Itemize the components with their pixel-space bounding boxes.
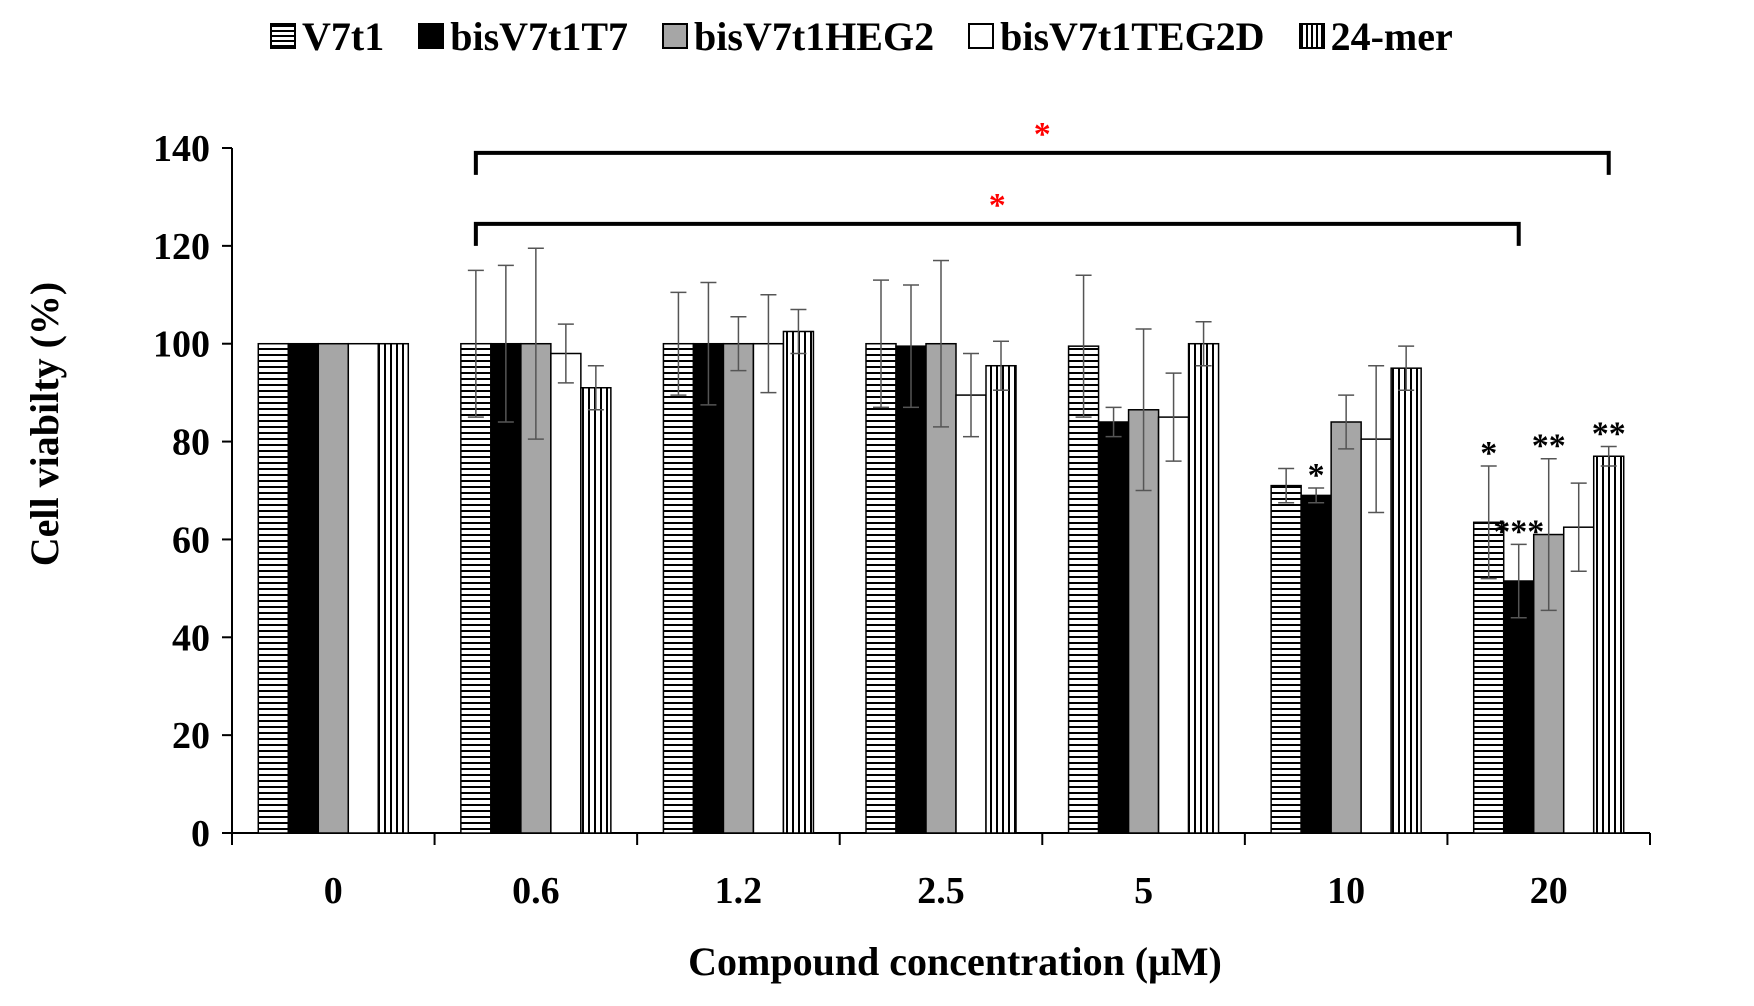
legend-item-24-mer: 24-mer <box>1298 13 1453 60</box>
bar-24-mer <box>782 330 815 834</box>
x-tick-label: 2.5 <box>917 870 965 912</box>
bar-bisv7t1t7 <box>1097 421 1130 834</box>
legend-label-v7t1: V7t1 <box>302 13 385 59</box>
y-tick-label: 0 <box>191 813 210 855</box>
legend-item-v7t1: V7t1 <box>270 13 384 60</box>
y-tick-label: 20 <box>172 715 210 757</box>
bar-v7t1 <box>662 342 695 834</box>
significance-annotations: ******* **** <box>473 116 1626 550</box>
bar-bisv7t1teg2d <box>550 352 582 834</box>
bar-bisv7t1teg2d <box>752 342 785 834</box>
bar-bisv7t1heg2 <box>1330 421 1362 834</box>
bar-bisv7t1t7 <box>1300 494 1332 834</box>
x-axis-title: Compound concentration (μM) <box>688 939 1222 984</box>
legend-label-bisv7t1t7: bisV7t1T7 <box>450 13 629 59</box>
bar-bisv7t1t7 <box>895 345 927 834</box>
bar-v7t1 <box>1067 345 1100 834</box>
bracket-star: * <box>1034 116 1051 153</box>
legend-swatch-bisv7t1t7 <box>418 23 445 49</box>
bar-24-mer <box>377 342 410 834</box>
legend-item-bisv7t1heg2: bisV7t1HEG2 <box>662 13 934 60</box>
bar-bisv7t1teg2d <box>1157 416 1190 834</box>
legend-swatch-bisv7t1heg2 <box>662 23 689 49</box>
bar-bisv7t1t7 <box>692 342 725 834</box>
bar-24-mer <box>985 364 1017 834</box>
bar-bisv7t1heg2 <box>317 342 350 834</box>
bar-bisv7t1teg2d <box>1562 526 1595 834</box>
bars <box>257 330 1625 834</box>
x-tick-label: 10 <box>1327 870 1365 912</box>
x-tick-label: 5 <box>1134 870 1153 912</box>
significance-star: ** <box>1532 428 1566 465</box>
y-tick-label: 60 <box>172 519 210 561</box>
y-tick-label: 140 <box>153 128 210 170</box>
legend-item-bisv7t1t7: bisV7t1T7 <box>418 13 628 60</box>
significance-bracket <box>473 221 1521 246</box>
legend-swatch-24-mer <box>1298 23 1325 49</box>
bar-bisv7t1teg2d <box>955 394 987 834</box>
y-tick-label: 100 <box>153 324 210 366</box>
y-axis-title: Cell viabilty (%) <box>22 282 67 566</box>
bracket-star: * <box>989 187 1006 224</box>
bar-bisv7t1heg2 <box>722 342 755 834</box>
bar-bisv7t1t7 <box>1502 580 1535 834</box>
x-tick-label: 20 <box>1530 870 1568 912</box>
bar-v7t1 <box>257 342 290 834</box>
legend-swatch-v7t1 <box>270 23 296 49</box>
bar-bisv7t1teg2d <box>347 342 380 834</box>
bar-24-mer <box>1592 455 1625 834</box>
legend-label-bisv7t1teg2d: bisV7t1TEG2D <box>1000 13 1265 59</box>
significance-star: *** <box>1493 513 1544 550</box>
legend-swatch-bisv7t1teg2d <box>968 23 995 49</box>
significance-star: ** <box>1592 415 1626 452</box>
bar-24-mer <box>580 387 612 834</box>
bar-24-mer <box>1390 367 1422 834</box>
legend-item-bisv7t1teg2d: bisV7t1TEG2D <box>968 13 1265 60</box>
y-tick-label: 80 <box>172 422 210 464</box>
bar-24-mer <box>1187 342 1220 834</box>
bar-v7t1 <box>1270 484 1302 834</box>
x-tick-label: 0 <box>324 870 343 912</box>
legend: V7t1 bisV7t1T7 bisV7t1HEG2 bisV7t1TEG2D … <box>270 6 1453 66</box>
bar-v7t1 <box>460 342 492 834</box>
significance-star: * <box>1308 457 1325 494</box>
y-tick-label: 120 <box>153 226 210 268</box>
legend-label-24-mer: 24-mer <box>1330 13 1453 59</box>
bar-v7t1 <box>865 342 897 834</box>
bar-bisv7t1t7 <box>287 342 320 834</box>
x-tick-label: 0.6 <box>512 870 560 912</box>
significance-bracket <box>473 150 1611 175</box>
significance-star: * <box>1480 435 1497 472</box>
y-tick-label: 40 <box>172 617 210 659</box>
legend-label-bisv7t1heg2: bisV7t1HEG2 <box>694 13 935 59</box>
x-tick-label: 1.2 <box>715 870 763 912</box>
error-bars <box>467 247 1617 619</box>
